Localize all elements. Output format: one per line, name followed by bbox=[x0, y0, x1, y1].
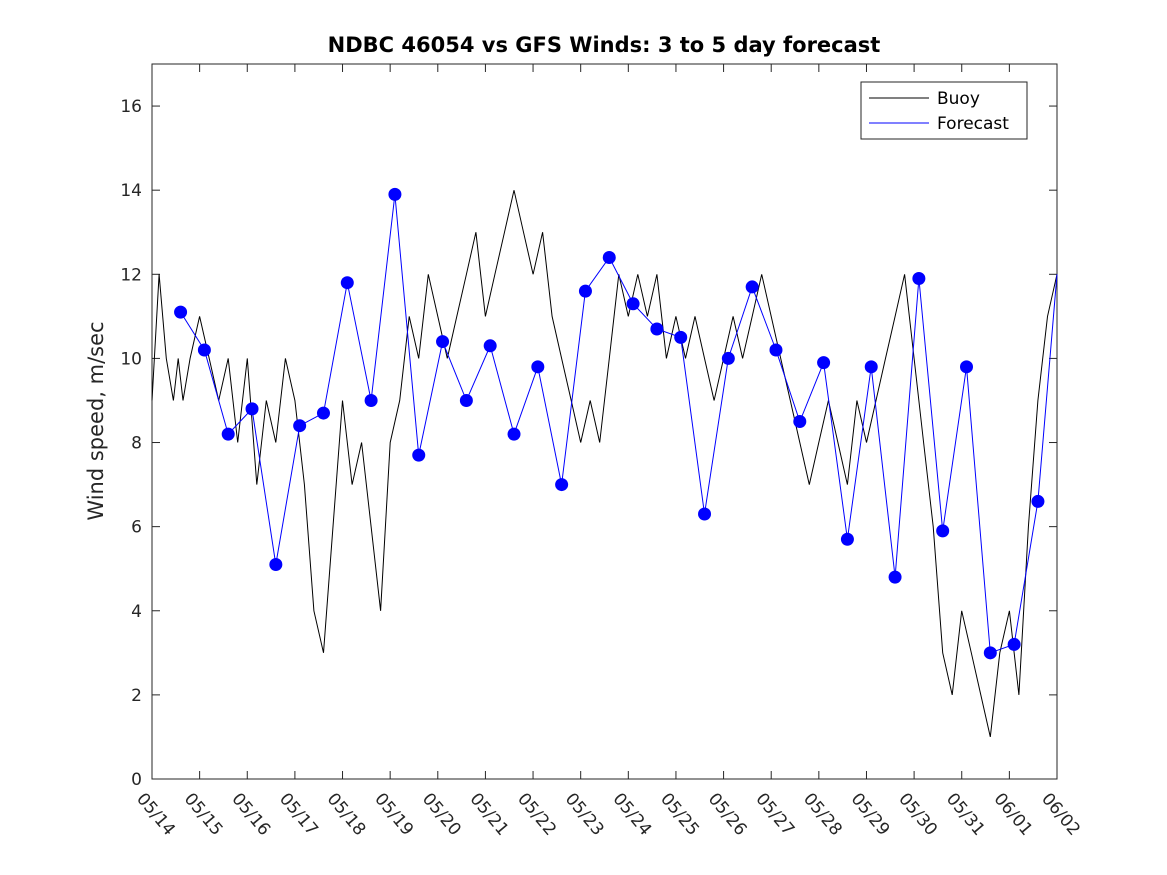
forecast-marker bbox=[578, 284, 592, 298]
forecast-marker bbox=[769, 343, 783, 357]
y-tick-label: 6 bbox=[131, 518, 142, 538]
forecast-marker bbox=[507, 427, 521, 441]
forecast-marker bbox=[674, 330, 688, 344]
forecast-marker bbox=[340, 276, 354, 290]
y-axis-label: Wind speed, m/sec bbox=[84, 321, 108, 520]
forecast-marker bbox=[936, 524, 950, 538]
forecast-marker bbox=[412, 448, 426, 462]
y-tick-label: 14 bbox=[120, 181, 142, 201]
forecast-marker bbox=[602, 250, 616, 264]
forecast-marker bbox=[817, 356, 831, 370]
forecast-marker bbox=[174, 305, 188, 319]
axes-frame bbox=[151, 63, 1058, 780]
forecast-marker bbox=[960, 360, 973, 374]
forecast-marker bbox=[745, 280, 759, 294]
forecast-marker bbox=[983, 646, 997, 660]
forecast-marker bbox=[698, 507, 712, 521]
forecast-marker bbox=[721, 351, 735, 365]
forecast-marker bbox=[364, 393, 378, 407]
forecast-marker bbox=[531, 360, 545, 374]
chart-title: NDBC 46054 vs GFS Winds: 3 to 5 day fore… bbox=[328, 33, 881, 57]
legend-entry: Buoy bbox=[937, 89, 980, 109]
forecast-marker bbox=[316, 406, 330, 420]
forecast-marker bbox=[1031, 494, 1045, 508]
y-tick-label: 4 bbox=[131, 602, 142, 622]
y-tick-label: 0 bbox=[131, 770, 142, 790]
forecast-marker bbox=[197, 343, 211, 357]
forecast-marker bbox=[840, 532, 854, 546]
y-tick-label: 10 bbox=[120, 349, 142, 369]
forecast-marker bbox=[293, 419, 307, 433]
y-tick-label: 8 bbox=[131, 434, 142, 454]
forecast-marker bbox=[626, 297, 640, 311]
y-tick-label: 16 bbox=[120, 97, 142, 117]
forecast-marker bbox=[793, 415, 807, 428]
buoy-series-line bbox=[151, 190, 1058, 738]
forecast-marker bbox=[912, 272, 926, 285]
y-tick-label: 2 bbox=[131, 686, 142, 706]
forecast-marker bbox=[436, 335, 450, 349]
legend-entry: Forecast bbox=[937, 114, 1009, 134]
forecast-marker bbox=[388, 187, 402, 201]
forecast-marker bbox=[555, 478, 569, 492]
forecast-marker bbox=[650, 322, 664, 336]
forecast-series-line bbox=[180, 194, 1058, 654]
forecast-marker bbox=[888, 570, 902, 584]
forecast-marker bbox=[245, 402, 259, 416]
forecast-marker bbox=[864, 360, 878, 374]
forecast-marker bbox=[221, 427, 235, 441]
forecast-marker bbox=[269, 558, 283, 571]
y-tick-label: 12 bbox=[120, 265, 142, 285]
forecast-marker bbox=[459, 393, 473, 407]
forecast-marker bbox=[483, 339, 497, 353]
legend-box bbox=[860, 81, 1028, 140]
forecast-marker bbox=[1007, 637, 1021, 651]
